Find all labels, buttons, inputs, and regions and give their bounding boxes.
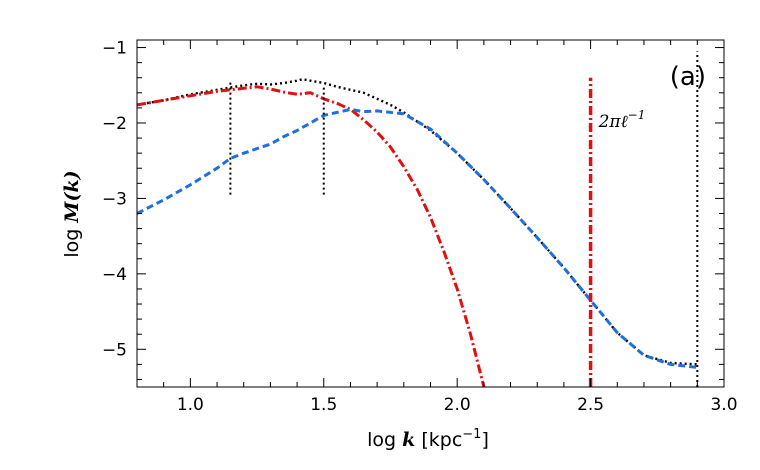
series-mean-field bbox=[137, 85, 486, 387]
series-total bbox=[137, 77, 698, 366]
axis-ticks: 1.0 1.5 2.0 2.5 3.0 −1 −2 −3 −4 −5 bbox=[102, 39, 738, 415]
x-tick-label: 1.0 bbox=[177, 395, 204, 415]
x-axis-label-unit-exp: −1 bbox=[462, 427, 481, 442]
annotation-2pi-ell: 2πℓ−1 bbox=[598, 108, 646, 132]
plot-frame bbox=[136, 39, 725, 388]
panel-label: (a) bbox=[670, 62, 706, 92]
y-tick-label: −2 bbox=[102, 114, 127, 134]
y-tick-label: −3 bbox=[102, 189, 127, 209]
x-axis-label-var: k bbox=[402, 429, 415, 451]
y-axis-label-args: (k) bbox=[61, 170, 83, 201]
x-axis-label-prefix: log bbox=[367, 429, 402, 451]
x-axis-label-unit-open: [kpc bbox=[415, 429, 462, 451]
x-axis-label-unit-close: ] bbox=[481, 429, 488, 451]
y-axis-label: log M(k) bbox=[61, 170, 83, 257]
x-tick-label: 2.5 bbox=[577, 395, 604, 415]
y-tick-label: −1 bbox=[102, 39, 127, 59]
annotation-sup: −1 bbox=[628, 108, 646, 122]
y-tick-label: −4 bbox=[102, 265, 127, 285]
plot-area bbox=[137, 51, 699, 387]
x-tick-label: 3.0 bbox=[710, 395, 737, 415]
x-axis-label: log k [kpc−1] bbox=[367, 427, 489, 451]
y-axis-label-prefix: log bbox=[61, 223, 83, 258]
series-fluctuating bbox=[137, 107, 698, 369]
annotation-main: 2πℓ bbox=[598, 112, 628, 132]
y-axis-label-var: M bbox=[61, 201, 83, 224]
x-tick-label: 1.5 bbox=[310, 395, 337, 415]
x-tick-label: 2.0 bbox=[444, 395, 471, 415]
y-tick-label: −5 bbox=[102, 340, 127, 360]
